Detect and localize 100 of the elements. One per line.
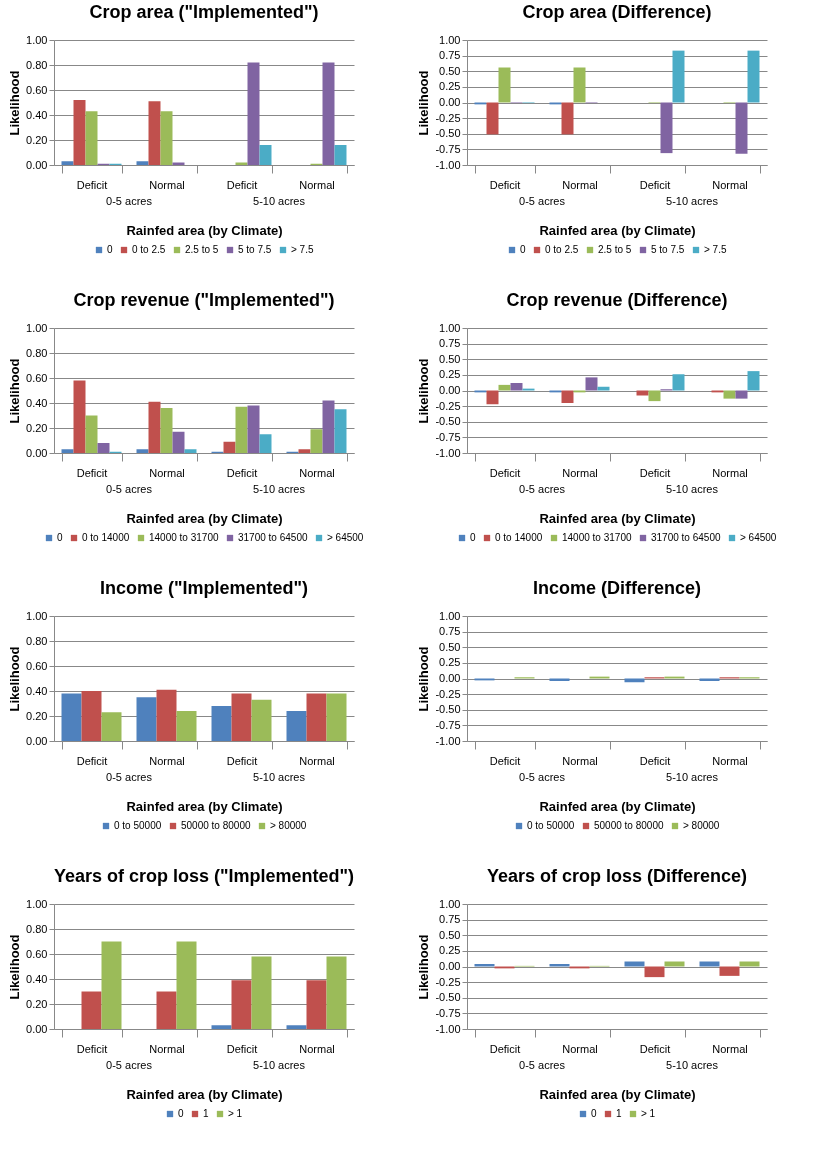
text: 5-10 acres: [666, 483, 719, 495]
bar: [61, 161, 74, 165]
bar: [648, 390, 661, 402]
bar: [176, 711, 197, 741]
y-axis-title: Likelihood: [416, 934, 432, 1000]
chart-title: Income ("Implemented"): [99, 578, 309, 598]
y-tick-label: 1.00: [26, 321, 48, 334]
legend-label: > 64500: [740, 532, 777, 543]
legend-label: > 80000: [683, 820, 720, 831]
bar: [160, 408, 173, 453]
x-tick-label: Deficit: [76, 754, 108, 767]
legend-label: 0: [520, 244, 526, 255]
bar: [573, 67, 586, 103]
x-tick-label: Normal: [149, 754, 185, 767]
bar: [247, 62, 260, 165]
bar: [73, 100, 86, 165]
bar: [101, 712, 122, 741]
y-axis-title: Likelihood: [416, 70, 432, 136]
y-tick-label: 1.00: [439, 897, 461, 910]
x-axis-title: Rainfed area (by Climate): [126, 510, 283, 526]
y-tick-label: 0.75: [439, 337, 461, 350]
text: 0-5 acres: [519, 483, 566, 495]
bar: [486, 390, 499, 405]
bar: [85, 415, 98, 453]
y-tick-label: 0.00: [439, 672, 461, 684]
legend-label: > 7.5: [704, 244, 727, 255]
bar: [735, 102, 748, 154]
bar: [81, 691, 102, 741]
x-axis-title: Rainfed area (by Climate): [126, 1086, 283, 1102]
bar: [510, 383, 523, 391]
text: 0-5 acres: [106, 483, 153, 495]
y-tick-label: 1.00: [439, 321, 461, 334]
y-tick-label: -0.50: [435, 703, 461, 716]
y-axis-title: Likelihood: [7, 934, 23, 1000]
x-tick-label: Deficit: [639, 1042, 671, 1055]
y-tick-label: 0.20: [26, 709, 48, 722]
legend-label: 0 to 14000: [82, 532, 130, 543]
x-tick-label: Deficit: [226, 178, 258, 191]
bar: [660, 102, 673, 154]
x-tick-label: Deficit: [76, 178, 108, 191]
x-axis-title: Rainfed area (by Climate): [126, 798, 283, 814]
legend-label: 14000 to 31700: [149, 532, 219, 543]
text: 5-10 acres: [253, 771, 306, 783]
legend-label: 0: [107, 244, 113, 255]
bar: [636, 390, 649, 396]
bar: [310, 429, 323, 453]
y-axis-title: Likelihood: [416, 358, 432, 424]
bar: [211, 706, 232, 741]
bar: [259, 434, 272, 453]
y-tick-label: 1.00: [439, 33, 461, 46]
bar: [148, 101, 161, 165]
chart-title: Crop revenue ("Implemented"): [73, 290, 335, 310]
bar: [251, 956, 272, 1029]
bar: [156, 991, 177, 1029]
bar: [156, 689, 177, 741]
x-tick-label: Deficit: [489, 1042, 521, 1055]
y-tick-label: -0.75: [435, 430, 461, 443]
x-axis-title: Rainfed area (by Climate): [539, 798, 696, 814]
legend-label: 0 to 50000: [114, 820, 162, 831]
y-axis-title: Likelihood: [7, 70, 23, 136]
legend-label: 31700 to 64500: [238, 532, 308, 543]
legend-label: 50000 to 80000: [181, 820, 251, 831]
legend-label: 5 to 7.5: [238, 244, 272, 255]
y-tick-label: -0.75: [435, 718, 461, 731]
bar: [326, 956, 347, 1029]
y-tick-label: -1.00: [435, 734, 461, 747]
y-tick-label: 0.60: [26, 947, 48, 960]
y-tick-label: 0.50: [439, 352, 461, 365]
bar: [306, 693, 327, 741]
x-tick-label: Normal: [149, 1042, 185, 1055]
bar: [101, 941, 122, 1029]
legend-label: > 1: [641, 1108, 656, 1119]
x-tick-label: Deficit: [226, 466, 258, 479]
y-tick-label: 0.80: [26, 346, 48, 359]
bar: [672, 50, 685, 103]
legend-label: 2.5 to 5: [185, 244, 219, 255]
legend-label: > 7.5: [291, 244, 314, 255]
y-tick-label: 0.75: [439, 49, 461, 62]
legend-label: 0: [178, 1108, 184, 1119]
x-tick-label: Normal: [712, 466, 748, 479]
y-tick-label: 0.00: [439, 96, 461, 108]
y-tick-label: 0.50: [439, 640, 461, 653]
bar: [561, 390, 574, 403]
legend-label: 5 to 7.5: [651, 244, 685, 255]
legend-label: 0 to 50000: [527, 820, 575, 831]
legend-label: 0 to 2.5: [545, 244, 579, 255]
bar: [73, 380, 86, 453]
bar: [247, 405, 260, 453]
y-tick-label: 0.00: [439, 960, 461, 972]
text: 5-10 acres: [253, 195, 306, 207]
y-tick-label: 1.00: [26, 609, 48, 622]
y-tick-label: 0.20: [26, 421, 48, 434]
y-tick-label: 0.20: [26, 133, 48, 146]
y-axis-title: Likelihood: [416, 646, 432, 712]
y-tick-label: 0.20: [26, 997, 48, 1010]
legend-label: > 1: [228, 1108, 243, 1119]
x-tick-label: Deficit: [639, 466, 671, 479]
x-tick-label: Normal: [562, 754, 598, 767]
x-tick-label: Normal: [562, 1042, 598, 1055]
legend-label: 1: [616, 1108, 622, 1119]
